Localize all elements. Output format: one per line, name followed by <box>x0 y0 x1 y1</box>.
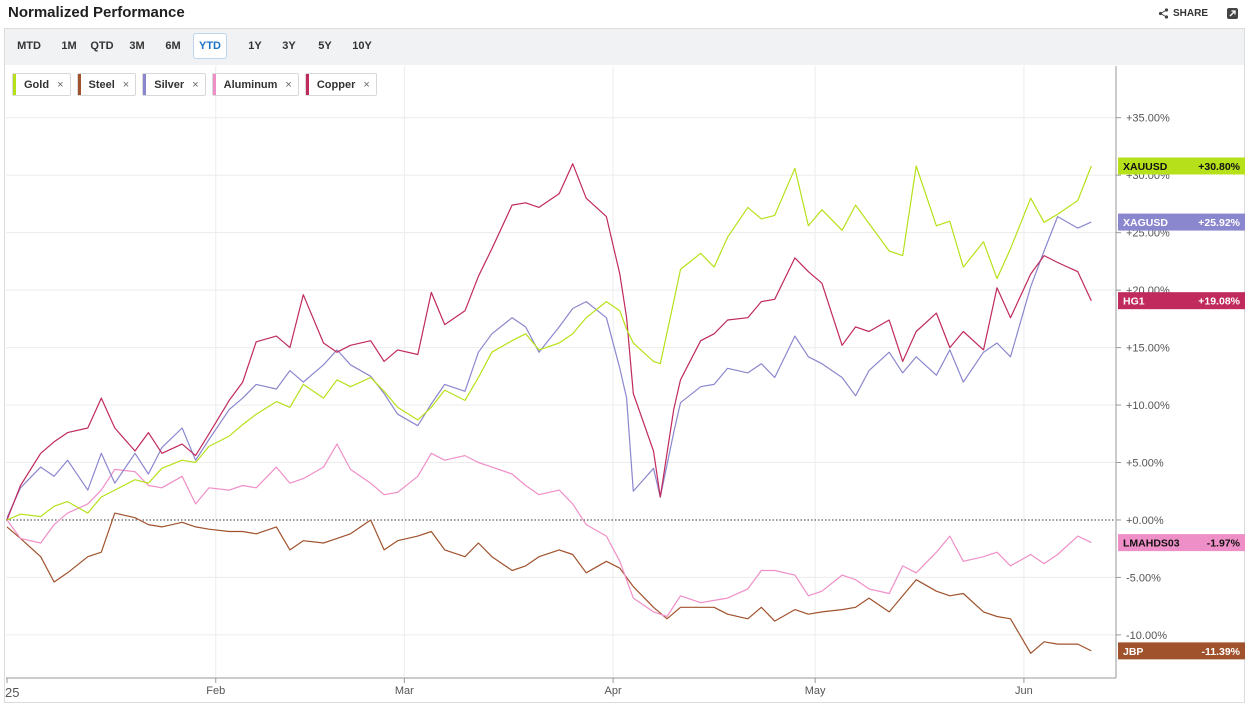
legend-swatch <box>212 74 216 95</box>
legend-item-aluminum[interactable]: Aluminum × <box>211 73 299 96</box>
close-icon[interactable]: × <box>363 78 370 91</box>
legend-label: Steel <box>88 78 115 91</box>
series-line-aluminum <box>6 443 1092 618</box>
range-button-3y[interactable]: 3Y <box>282 40 296 52</box>
last-value-label-aluminum: LMAHDS03 -1.97% <box>1118 534 1245 552</box>
x-tick-label: Mar <box>395 685 414 697</box>
series-last-value: -11.39% <box>1201 646 1240 658</box>
series-symbol: HG1 <box>1123 296 1145 308</box>
series-last-value: +25.92% <box>1198 217 1240 229</box>
share-icon <box>1158 8 1169 19</box>
chart-panel <box>4 28 1245 703</box>
series-line-steel <box>6 512 1092 654</box>
x-tick-label: Jun <box>1015 685 1033 697</box>
page-title: Normalized Performance <box>8 4 185 21</box>
series-line-gold <box>6 165 1092 521</box>
legend-swatch <box>77 74 81 95</box>
series-last-value: -1.97% <box>1207 538 1241 550</box>
range-button-1y[interactable]: 1Y <box>248 40 262 52</box>
y-tick-label: +5.00% <box>1126 458 1164 470</box>
last-value-bg <box>1118 642 1245 660</box>
range-button-ytd[interactable]: YTD <box>193 33 227 59</box>
close-icon[interactable]: × <box>122 78 130 91</box>
legend: Gold × Steel × Silver × Aluminum × Copper × <box>12 73 377 96</box>
series-line-silver <box>6 216 1092 518</box>
last-value-label-gold: XAUUSD +30.80% <box>1118 157 1245 175</box>
expand-icon <box>1229 10 1236 17</box>
series-last-value: +19.08% <box>1198 296 1240 308</box>
close-icon[interactable]: × <box>57 78 64 91</box>
last-value-bg <box>1118 292 1245 310</box>
close-icon[interactable]: × <box>285 78 292 91</box>
legend-swatch <box>13 74 16 95</box>
legend-swatch <box>305 74 309 95</box>
axes: +35.00%+30.00%+25.00%+20.00%+15.00%+10.0… <box>5 66 1170 700</box>
legend-swatch <box>143 74 147 95</box>
range-button-mtd[interactable]: MTD <box>17 40 41 52</box>
last-value-labels: XAUUSD +30.80% XAGUSD +25.92% HG1 +19.08% LMAH… <box>1118 157 1245 660</box>
legend-item-copper[interactable]: Copper × <box>304 73 377 96</box>
y-tick-label: +0.00% <box>1126 515 1164 527</box>
series-symbol: XAGUSD <box>1123 217 1168 229</box>
last-value-bg <box>1118 534 1245 552</box>
grid-lines <box>6 66 1116 678</box>
legend-label: Copper <box>316 78 356 91</box>
x-tick-label: Feb <box>206 685 225 697</box>
y-tick-label: +10.00% <box>1126 400 1170 412</box>
series-last-value: +30.80% <box>1198 161 1240 173</box>
x-tick-label: 25 <box>5 685 19 700</box>
y-tick-label: +15.00% <box>1126 343 1170 355</box>
range-button-1m[interactable]: 1M <box>61 40 77 52</box>
series-symbol: XAUUSD <box>1123 161 1168 173</box>
range-button-10y[interactable]: 10Y <box>352 40 372 52</box>
series-symbol: JBP <box>1123 646 1143 658</box>
close-icon[interactable]: × <box>192 78 199 91</box>
range-button-3m[interactable]: 3M <box>129 40 145 52</box>
x-tick-label: May <box>805 685 826 697</box>
legend-item-gold[interactable]: Gold × <box>12 73 71 96</box>
last-value-bg <box>1118 213 1245 231</box>
y-tick-label: +25.00% <box>1126 228 1170 240</box>
series-lines <box>6 163 1092 654</box>
series-symbol: LMAHDS03 <box>1123 538 1180 550</box>
range-button-6m[interactable]: 6M <box>165 40 181 52</box>
legend-label: Silver <box>154 78 185 91</box>
range-toolbar: MTD 1M QTD 3M 6M YTD 1Y 3Y 5Y 10Y <box>5 29 1244 65</box>
legend-label: Gold <box>24 78 50 91</box>
last-value-label-copper: HG1 +19.08% <box>1118 292 1245 310</box>
legend-item-silver[interactable]: Silver × <box>142 73 206 96</box>
expand-button[interactable] <box>1227 8 1238 19</box>
legend-label: Aluminum <box>223 78 278 91</box>
y-tick-label: +35.00% <box>1126 113 1170 125</box>
y-tick-label: -10.00% <box>1126 630 1167 642</box>
last-value-label-silver: XAGUSD +25.92% <box>1118 213 1245 231</box>
last-value-bg <box>1118 157 1245 175</box>
last-value-label-steel: JBP -11.39% <box>1118 642 1245 660</box>
share-label: SHARE <box>1173 8 1209 19</box>
range-button-qtd[interactable]: QTD <box>90 40 114 52</box>
y-tick-label: -5.00% <box>1126 572 1161 584</box>
range-button-5y[interactable]: 5Y <box>318 40 332 52</box>
legend-item-steel[interactable]: Steel × <box>76 73 137 96</box>
series-line-copper <box>6 163 1092 521</box>
share-button[interactable]: SHARE <box>1158 8 1208 19</box>
x-tick-label: Apr <box>605 685 622 697</box>
